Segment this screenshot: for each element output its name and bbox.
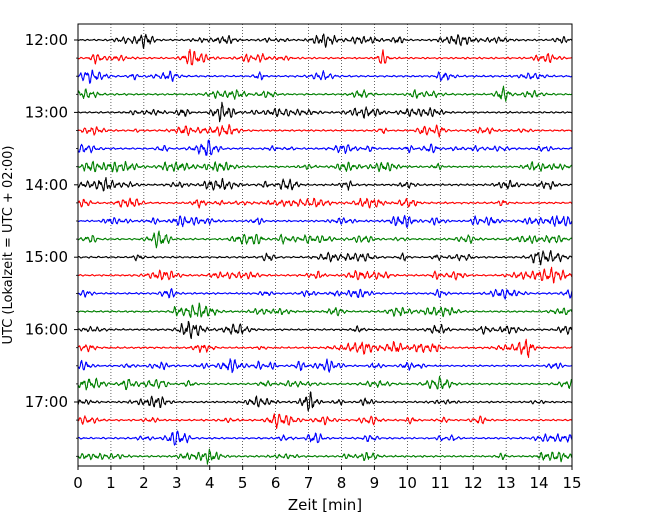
- trace-line: [77, 123, 573, 138]
- y-tick-label: 14:00: [25, 176, 68, 194]
- trace-line: [77, 230, 573, 249]
- x-tick-label: 3: [172, 474, 182, 492]
- y-tick-label: 17:00: [25, 393, 68, 411]
- trace-line: [77, 33, 573, 49]
- trace-line: [77, 413, 573, 430]
- trace-line: [77, 338, 573, 358]
- y-tick-label: 16:00: [25, 321, 68, 339]
- trace-line: [77, 197, 573, 209]
- x-tick-label: 15: [562, 474, 581, 492]
- x-tick-label: 9: [370, 474, 380, 492]
- trace-line: [77, 266, 573, 284]
- trace-line: [77, 288, 573, 300]
- x-tick-label: 1: [106, 474, 116, 492]
- y-tick-label: 13:00: [25, 103, 68, 121]
- y-axis-label: UTC (Lokalzeit = UTC + 02:00): [1, 146, 16, 345]
- trace-line: [77, 448, 573, 465]
- x-tick-label: 2: [139, 474, 149, 492]
- trace-line: [77, 139, 573, 156]
- trace-line: [77, 375, 573, 391]
- x-tick-label: 11: [431, 474, 450, 492]
- y-tick-label: 15:00: [25, 248, 68, 266]
- trace-line: [77, 302, 573, 318]
- trace-line: [77, 430, 573, 446]
- x-axis-ticks: 0 1 2 3 4 5 6 7 8 9 10 11 12 13 14 15: [73, 466, 582, 492]
- y-tick-label: 12:00: [25, 31, 68, 49]
- x-tick-label: 13: [497, 474, 516, 492]
- x-tick-label: 12: [464, 474, 483, 492]
- trace-line: [77, 160, 573, 173]
- trace-line: [77, 214, 573, 228]
- x-tick-label: 8: [337, 474, 347, 492]
- x-tick-label: 7: [304, 474, 314, 492]
- x-tick-label: 10: [398, 474, 417, 492]
- trace-line: [77, 358, 573, 374]
- trace-line: [77, 85, 573, 102]
- trace-line: [77, 250, 573, 266]
- x-tick-label: 14: [530, 474, 549, 492]
- x-axis-label: Zeit [min]: [288, 496, 362, 514]
- plot-background: [78, 24, 572, 466]
- x-tick-label: 5: [238, 474, 248, 492]
- trace-line: [77, 48, 573, 66]
- x-tick-label: 0: [73, 474, 83, 492]
- trace-line: [77, 320, 573, 340]
- trace-line: [77, 101, 573, 123]
- y-axis-ticks: 12:00 13:00 14:00 15:00 16:00 17:00: [25, 31, 78, 457]
- x-tick-label: 6: [271, 474, 281, 492]
- x-tick-label: 4: [205, 474, 215, 492]
- trace-line: [77, 176, 573, 192]
- plot-frame: [77, 23, 573, 467]
- trace-line: [77, 391, 573, 412]
- seismic-traces: [77, 33, 573, 465]
- trace-line: [77, 69, 573, 84]
